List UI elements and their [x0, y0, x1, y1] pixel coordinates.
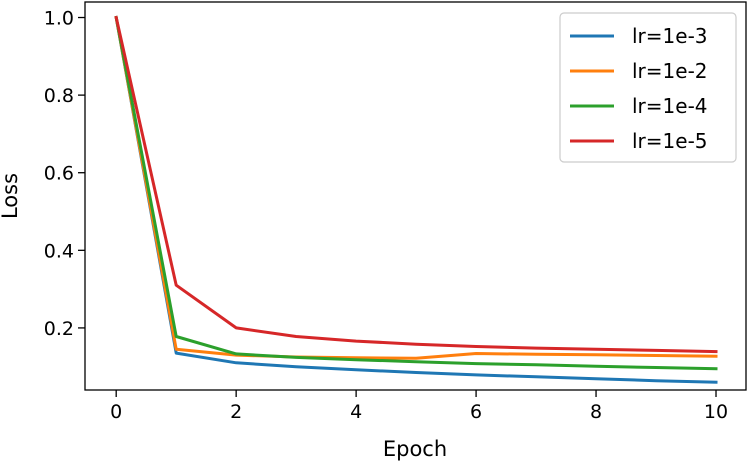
- legend-label: lr=1e-2: [632, 59, 708, 83]
- y-tick-label: 0.4: [44, 240, 74, 262]
- y-tick-label: 0.8: [44, 85, 74, 107]
- x-axis: 0 2 4 6 8 10: [110, 390, 728, 423]
- x-tick-label: 6: [470, 401, 482, 423]
- x-tick-label: 10: [704, 401, 728, 423]
- y-axis-title: Loss: [0, 173, 22, 219]
- y-axis: 0.2 0.4 0.6 0.8 1.0: [44, 8, 85, 340]
- y-tick-label: 0.2: [44, 318, 74, 340]
- series-line-1: [114, 15, 718, 384]
- legend: lr=1e-3 lr=1e-2 lr=1e-4 lr=1e-5: [559, 12, 737, 163]
- series-layer: [114, 15, 718, 384]
- y-tick-label: 1.0: [44, 8, 74, 30]
- x-tick-label: 4: [350, 401, 362, 423]
- y-tick-label: 0.6: [44, 163, 74, 185]
- x-tick-label: 2: [230, 401, 242, 423]
- series-line-2: [114, 15, 718, 360]
- x-tick-label: 8: [590, 401, 602, 423]
- x-axis-title: Epoch: [383, 437, 447, 461]
- legend-label: lr=1e-3: [632, 24, 708, 48]
- legend-label: lr=1e-4: [632, 94, 708, 118]
- legend-box: [559, 12, 737, 163]
- x-tick-label: 0: [110, 401, 122, 423]
- series-line-3: [114, 15, 718, 371]
- series-line-4: [114, 15, 718, 354]
- legend-label: lr=1e-5: [632, 129, 708, 153]
